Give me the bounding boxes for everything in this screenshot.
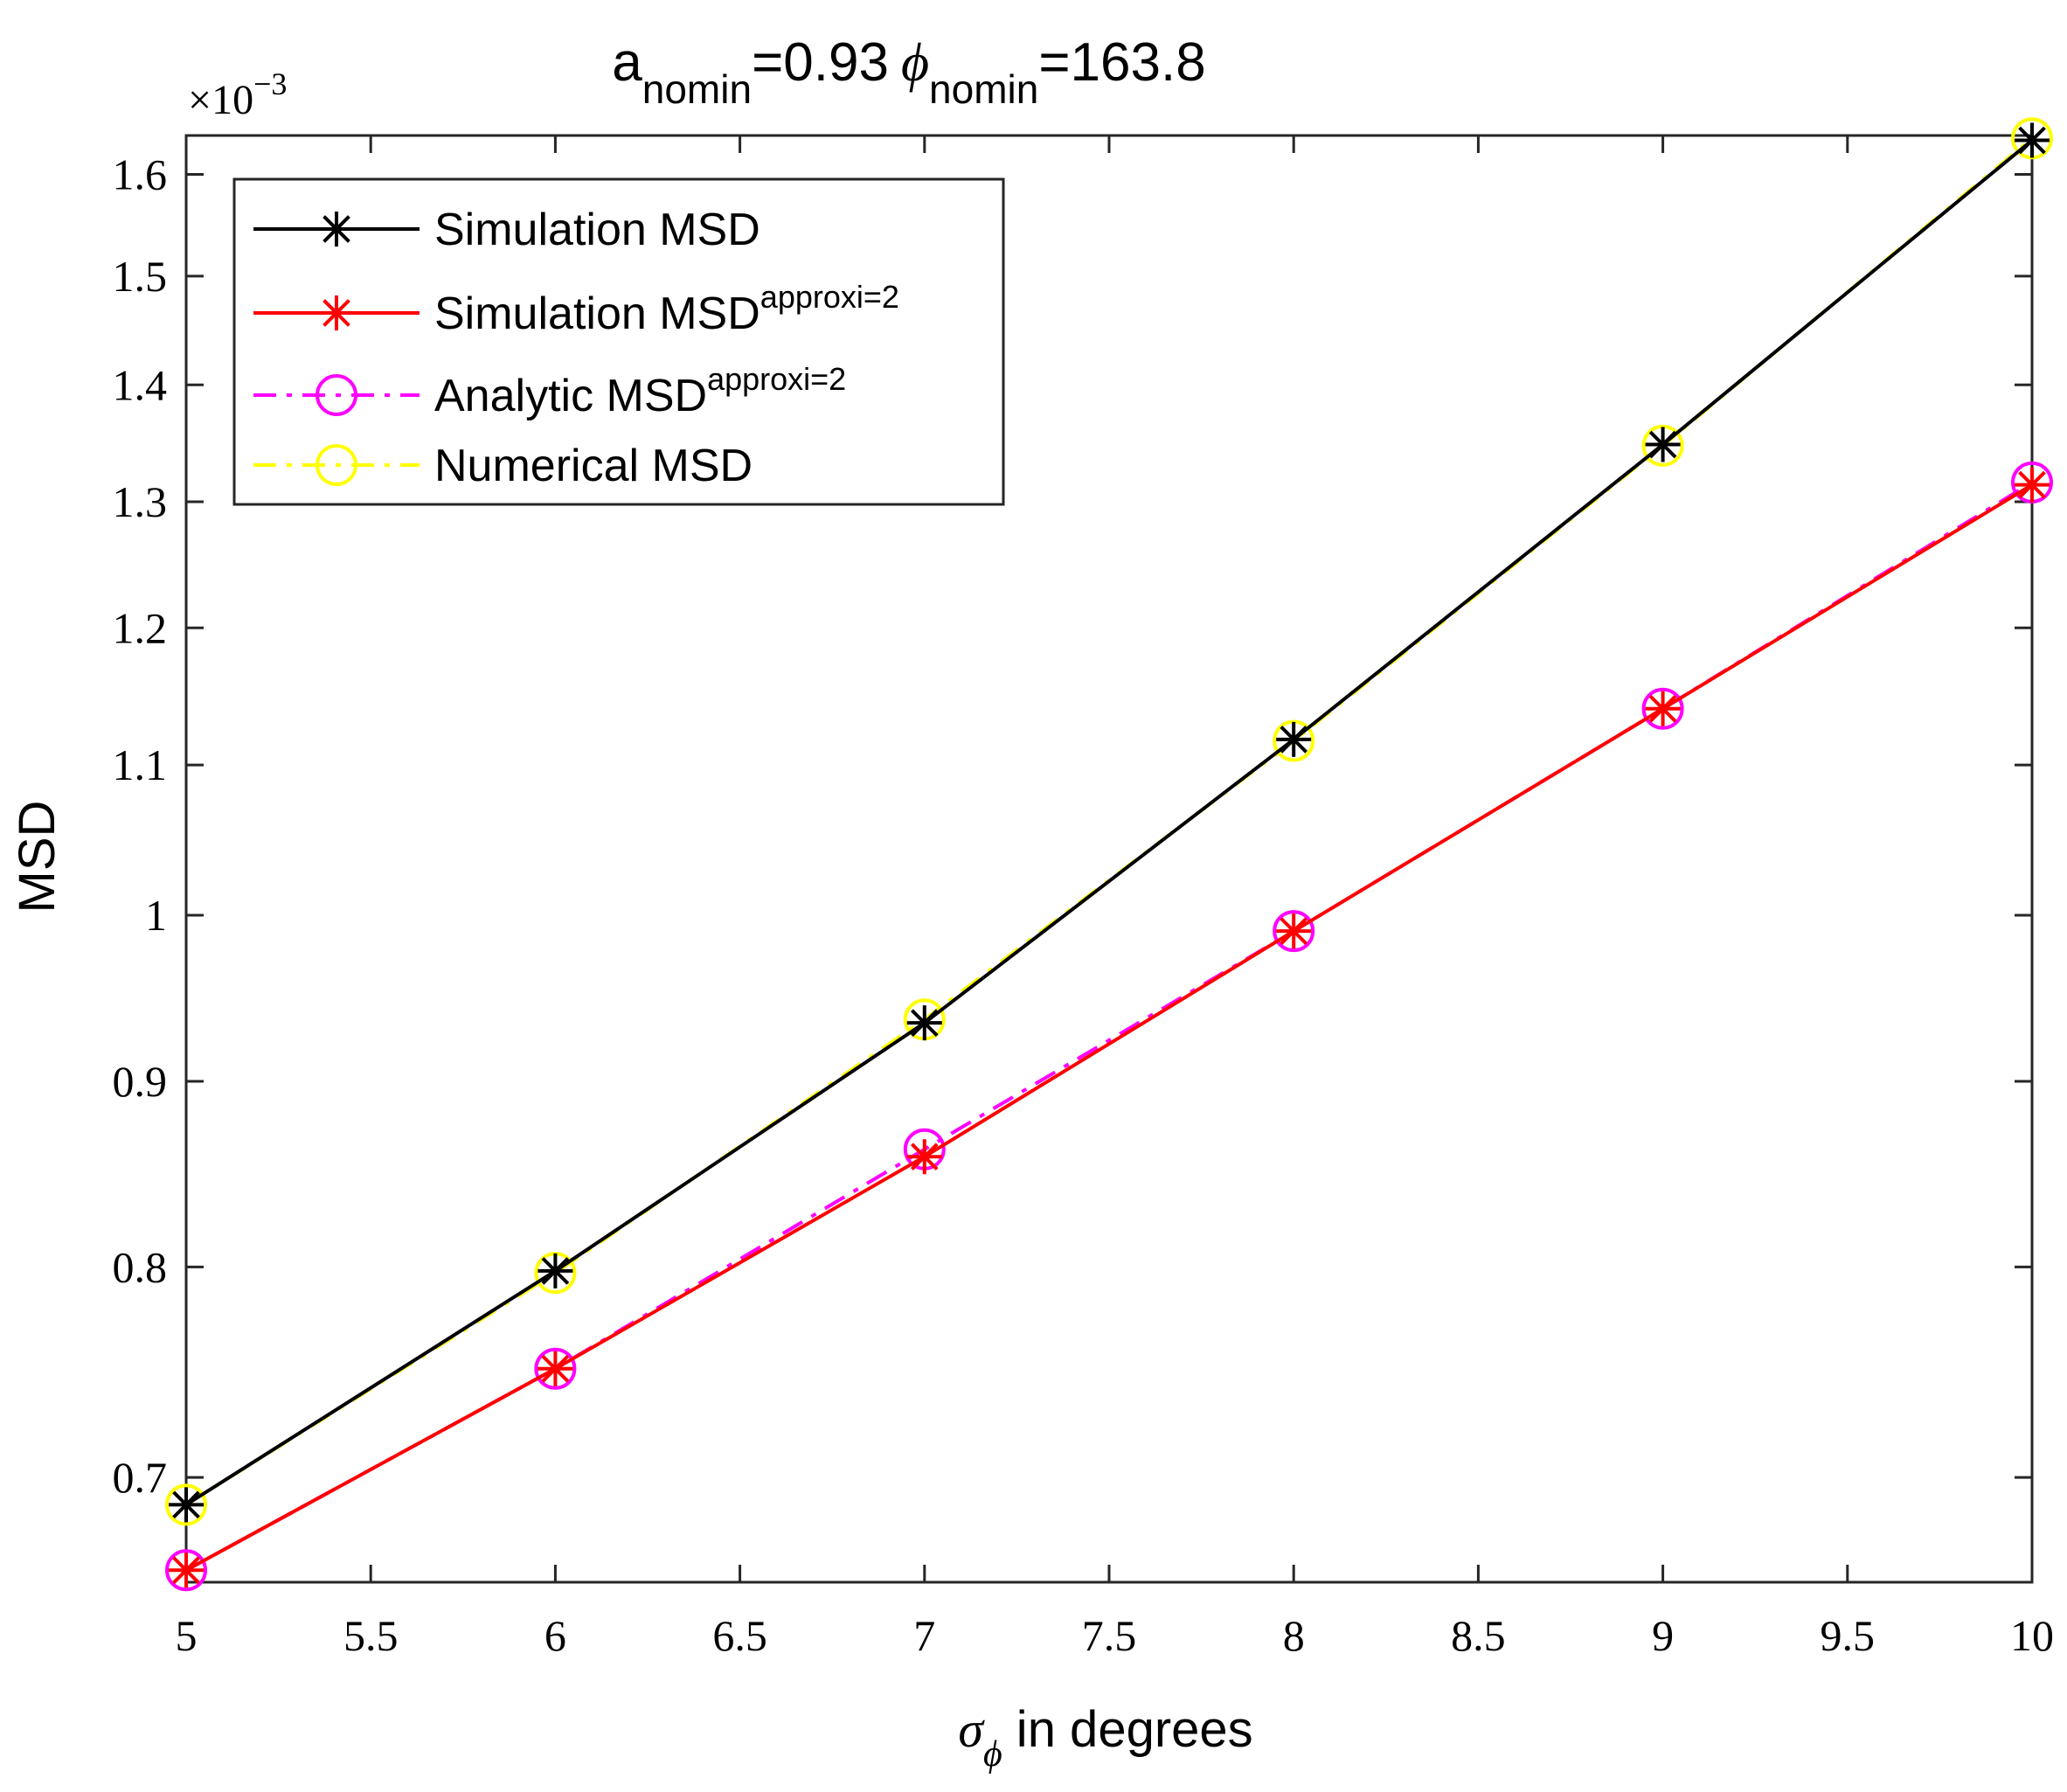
series-0-point bbox=[2015, 122, 2050, 158]
x-tick-label: 9 bbox=[1652, 1611, 1674, 1660]
legend-label-sup: approxi=2 bbox=[707, 361, 846, 397]
legend-marker-0 bbox=[319, 212, 354, 247]
legend-item-2: Analytic MSDapproxi=2 bbox=[253, 361, 846, 421]
x-axis-symbol-sub: ϕ bbox=[983, 1734, 1002, 1775]
y-exponent-label: ×10−3 bbox=[188, 66, 287, 123]
x-tick-label: 6.5 bbox=[712, 1611, 767, 1660]
legend-marker-1 bbox=[319, 295, 354, 330]
y-tick-label: 0.8 bbox=[113, 1242, 168, 1291]
x-tick-label: 8 bbox=[1283, 1611, 1305, 1660]
legend-label-text: Numerical MSD bbox=[434, 441, 753, 491]
x-tick-label: 5 bbox=[176, 1611, 198, 1660]
title-a-value: =0.93 bbox=[752, 32, 889, 93]
series-1-point bbox=[1276, 913, 1312, 949]
legend-label-sup: approxi=2 bbox=[760, 279, 899, 315]
legend-item-1: Simulation MSDapproxi=2 bbox=[253, 279, 899, 339]
series-1-point bbox=[2015, 467, 2050, 503]
y-tick-label: 1 bbox=[145, 891, 167, 940]
series-3-point bbox=[1641, 424, 1684, 467]
legend-label-3: Numerical MSD bbox=[434, 441, 753, 491]
legend-item-0: Simulation MSD bbox=[253, 205, 760, 255]
series-0-point bbox=[169, 1487, 204, 1523]
y-tick-label: 1.5 bbox=[113, 252, 168, 301]
x-tick-label: 6 bbox=[544, 1611, 566, 1660]
y-tick-label: 0.7 bbox=[113, 1453, 168, 1502]
series-3-point bbox=[165, 1483, 207, 1526]
title-a-sub: nomin bbox=[642, 66, 752, 112]
legend-marker-2 bbox=[316, 374, 357, 416]
x-axis-label: σϕ in degrees bbox=[958, 1701, 1252, 1775]
y-tick-label: 1.6 bbox=[113, 150, 168, 199]
series-1-point bbox=[169, 1552, 204, 1588]
x-tick-label: 5.5 bbox=[343, 1611, 399, 1660]
chart-title: anomin=0.93 ϕnomin=163.8 bbox=[612, 32, 1205, 112]
title-phi-value: =163.8 bbox=[1038, 32, 1205, 93]
series-2-point bbox=[1273, 910, 1315, 953]
x-tick-label: 10 bbox=[2010, 1611, 2054, 1660]
x-tick-label: 8.5 bbox=[1451, 1611, 1506, 1660]
legend-label-text: Analytic MSD bbox=[434, 371, 707, 421]
series-0-point bbox=[1276, 721, 1312, 757]
series-1-point bbox=[1645, 691, 1681, 726]
legend-label-text: Simulation MSD bbox=[434, 205, 760, 255]
series-line-1 bbox=[185, 483, 2034, 1573]
x-tick-label: 7.5 bbox=[1082, 1611, 1137, 1660]
x-tick-label: 7 bbox=[913, 1611, 935, 1660]
y-exponent-prefix: ×10 bbox=[188, 77, 253, 123]
legend-marker-3 bbox=[316, 444, 357, 486]
y-tick-label: 1.2 bbox=[113, 603, 168, 652]
x-tick-label: 9.5 bbox=[1821, 1611, 1876, 1660]
legend-label-text: Simulation MSD bbox=[434, 288, 760, 339]
series-1 bbox=[169, 467, 2050, 1588]
legend-box bbox=[232, 177, 1005, 506]
legend-item-3: Numerical MSD bbox=[253, 441, 753, 491]
y-tick-label: 1.1 bbox=[113, 740, 168, 789]
series-0-point bbox=[538, 1253, 573, 1288]
y-axis-label: MSD bbox=[9, 801, 66, 913]
y-tick-label: 1.4 bbox=[113, 360, 168, 409]
series-1-point bbox=[906, 1139, 942, 1175]
title-phi-sub: nomin bbox=[929, 66, 1038, 112]
y-tick-label: 0.9 bbox=[113, 1057, 168, 1106]
series-0-point bbox=[1645, 427, 1681, 462]
title-phi-symbol: ϕ bbox=[901, 33, 929, 93]
series-0 bbox=[169, 122, 2050, 1523]
legend-label-1: Simulation MSDapproxi=2 bbox=[434, 279, 899, 339]
series-layer bbox=[165, 117, 2053, 1592]
legend-label-2: Analytic MSDapproxi=2 bbox=[434, 361, 846, 421]
title-a-base: a bbox=[612, 32, 642, 93]
series-2-point bbox=[1641, 687, 1684, 730]
x-axis-text: in degrees bbox=[1002, 1701, 1253, 1758]
series-0-point bbox=[906, 1005, 942, 1041]
series-line-0 bbox=[184, 138, 2034, 1507]
y-tick-label: 1.3 bbox=[113, 477, 168, 526]
series-2-point bbox=[165, 1549, 207, 1592]
ticks-layer: 5 5.5 6 6.5 7 7.5 8 8.5 9 9.5 10 0.7 0.8 0.9 1 1.1 1.2 1.… bbox=[113, 135, 2054, 1660]
x-axis-symbol: σ bbox=[958, 1701, 985, 1758]
series-3-point bbox=[1273, 719, 1315, 762]
legend-label-0: Simulation MSD bbox=[434, 205, 760, 255]
series-2-point bbox=[534, 1347, 577, 1390]
y-exponent-power: −3 bbox=[253, 66, 287, 101]
series-1-point bbox=[538, 1351, 573, 1386]
